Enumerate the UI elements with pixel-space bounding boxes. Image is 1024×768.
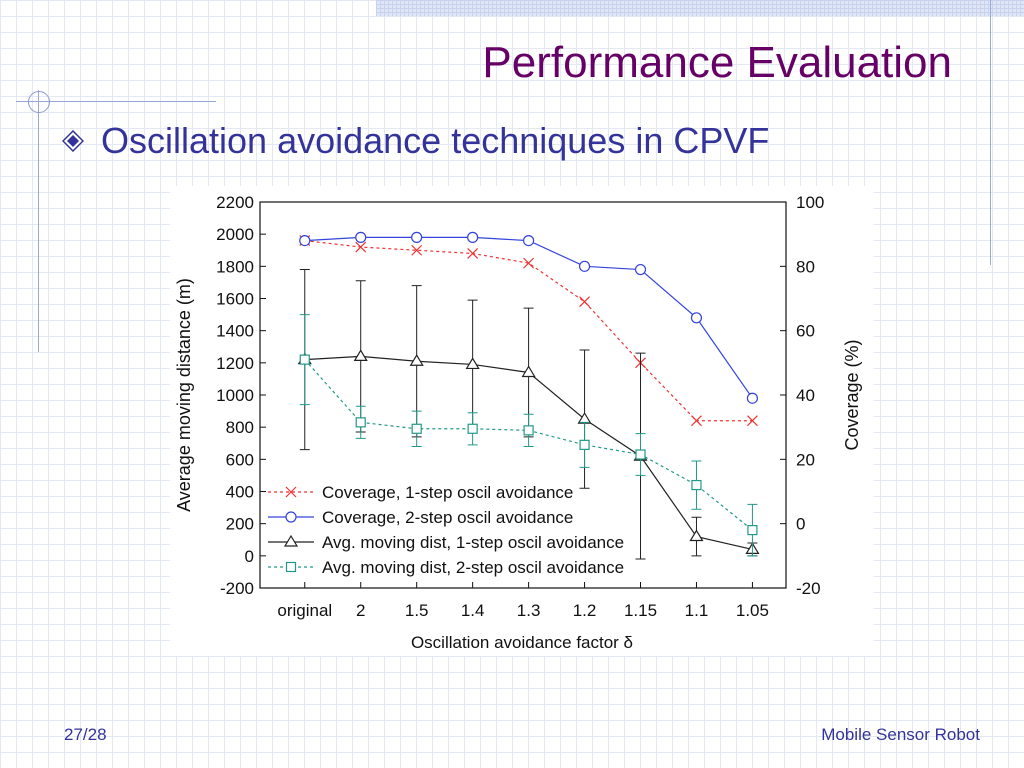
performance-chart: -200020040060080010001200140016001800200… [174, 193, 862, 652]
triangle-series-point [521, 365, 536, 378]
y-tick-label: -200 [220, 579, 254, 598]
y-tick-label: 1800 [216, 257, 254, 276]
square-series-point [299, 354, 310, 365]
y2-tick-label: -20 [796, 579, 821, 598]
legend-marker [285, 561, 297, 573]
x-series-point [411, 244, 423, 256]
circle-series-point [522, 234, 535, 247]
x-series-point [691, 415, 702, 427]
footer-text: Mobile Sensor Robot [821, 725, 980, 744]
circle-series-point [578, 260, 591, 272]
x-series-point [579, 296, 590, 308]
header-decoration-band [376, 0, 1024, 16]
y2-tick-label: 0 [796, 515, 805, 534]
square-series-point [747, 525, 758, 536]
legend-label: Coverage, 1-step oscil avoidance [322, 483, 573, 502]
square-series-point [579, 439, 590, 450]
triangle-series-point [689, 529, 704, 542]
y2-tick-label: 40 [796, 386, 815, 405]
triangle-series-point [409, 354, 424, 366]
square-series-point [355, 417, 366, 428]
x-tick-label: 2 [356, 601, 365, 620]
y-tick-label: 1000 [216, 386, 254, 405]
y-tick-label: 2200 [216, 193, 254, 212]
circle-series-point [411, 231, 423, 243]
circle-series-point [467, 231, 479, 243]
x-tick-label: 1.3 [517, 601, 541, 620]
x-tick-label: 1.5 [405, 601, 429, 620]
square-series-point [691, 479, 702, 491]
legend-marker [283, 534, 299, 547]
y-tick-label: 1200 [216, 354, 254, 373]
decor-circle [28, 91, 50, 113]
circle-series-point [299, 234, 311, 247]
legend-label: Avg. moving dist, 1-step oscil avoidance [322, 533, 624, 552]
triangle-series-point [577, 411, 592, 424]
square-series-point [635, 449, 646, 460]
y-axis-title: Average moving distance (m) [174, 278, 194, 512]
y2-tick-label: 20 [796, 450, 815, 469]
page-number: 27/28 [64, 725, 107, 744]
y-tick-label: 400 [226, 483, 254, 502]
y-tick-label: 800 [226, 418, 254, 437]
square-series-point [411, 423, 422, 434]
circle-series-point [746, 392, 759, 404]
x-series-point [467, 248, 479, 259]
y2-axis-title: Coverage (%) [842, 339, 862, 450]
y2-tick-label: 100 [796, 193, 824, 212]
x-series-point [747, 415, 758, 427]
y2-tick-label: 60 [796, 322, 815, 341]
y-tick-label: 1400 [216, 322, 254, 341]
diamond-bullet-icon [62, 130, 84, 152]
y2-tick-label: 80 [796, 257, 815, 276]
legend-marker [285, 486, 297, 498]
circle-series-point [355, 231, 367, 243]
decor-vertical-line-right [990, 0, 991, 265]
bullet-text: Oscillation avoidance techniques in CPVF [101, 120, 770, 161]
x-tick-label: 1.1 [685, 601, 709, 620]
legend-marker [285, 511, 297, 523]
triangle-series-point [465, 357, 480, 370]
x-tick-label: 1.15 [624, 601, 657, 620]
x-tick-label: 1.4 [461, 601, 485, 620]
x-tick-label: 1.05 [736, 601, 769, 620]
y-tick-label: 1600 [216, 290, 254, 309]
square-series-point [467, 423, 478, 434]
circle-series-point [634, 263, 647, 276]
x-tick-label: original [277, 601, 332, 620]
chart-panel: -200 0 200 400 600 800 1000 1200 1400 1600 1800 200… [170, 186, 874, 656]
legend-label: Avg. moving dist, 2-step oscil avoidance [322, 558, 624, 577]
y-tick-label: 0 [245, 547, 254, 566]
y-tick-label: 200 [226, 515, 254, 534]
y-tick-label: 2000 [216, 225, 254, 244]
x-series-point [523, 257, 535, 269]
triangle-series-point [353, 349, 368, 361]
circle-series-point [690, 312, 703, 324]
y-tick-label: 600 [226, 450, 254, 469]
plot-frame [259, 201, 787, 589]
square-series-point [523, 425, 534, 436]
x-axis-title: Oscillation avoidance factor δ [411, 633, 633, 652]
slide-title: Performance Evaluation [482, 38, 952, 87]
decor-vertical-line-left [38, 90, 39, 352]
x-series-point [355, 241, 367, 253]
x-tick-label: 1.2 [573, 601, 597, 620]
legend-label: Coverage, 2-step oscil avoidance [322, 508, 573, 527]
decor-horizontal-line [16, 101, 216, 102]
